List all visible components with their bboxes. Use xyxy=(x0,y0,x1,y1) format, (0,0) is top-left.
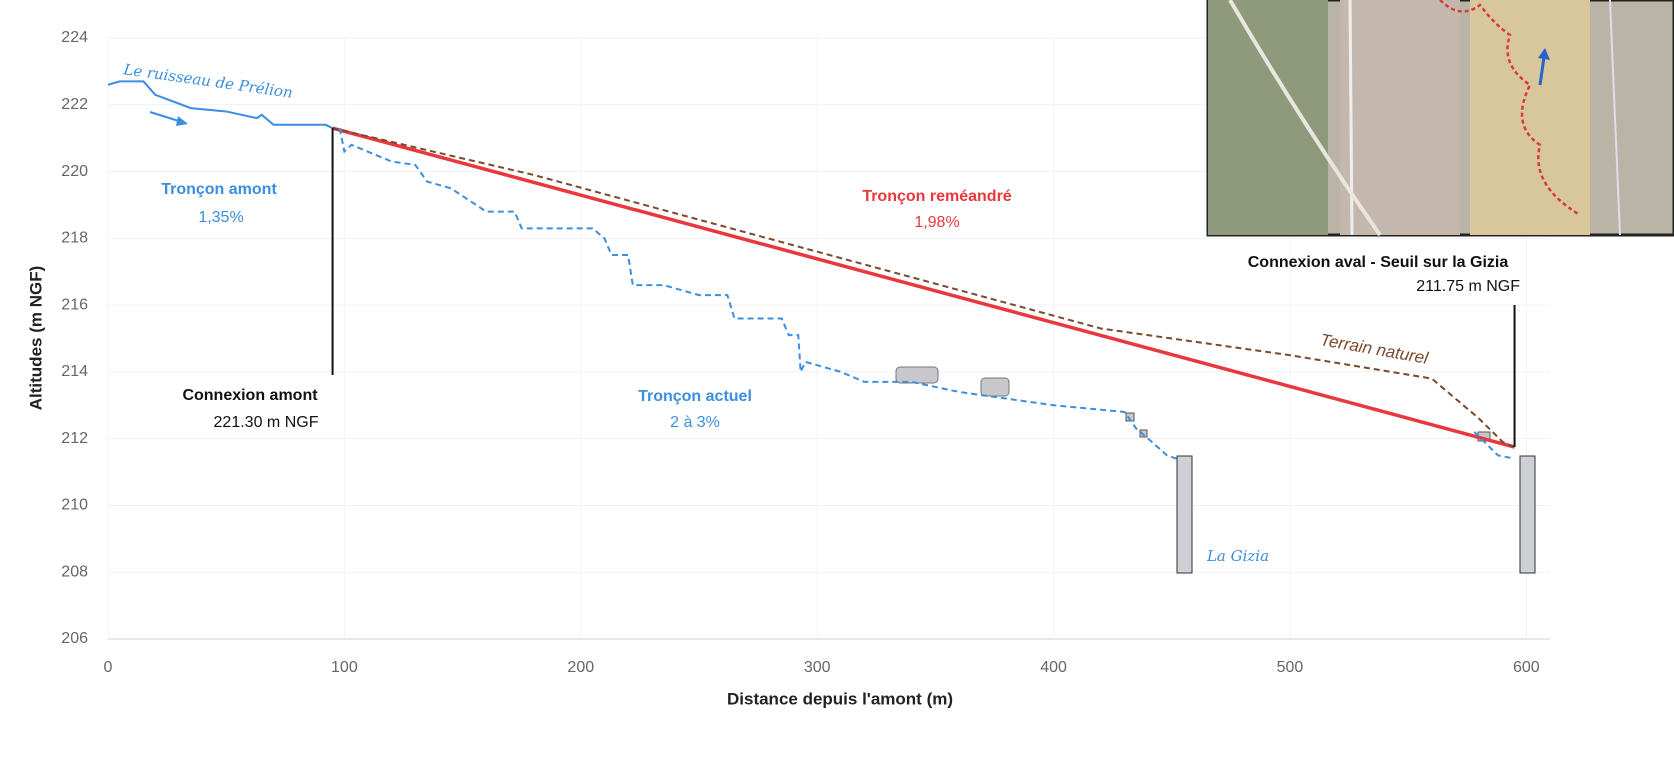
y-tick-label: 208 xyxy=(61,563,88,580)
annotation: 1,98% xyxy=(914,214,959,231)
grid xyxy=(107,37,1550,640)
x-tick-label: 100 xyxy=(331,659,358,676)
weir-wall xyxy=(1176,455,1193,574)
flow-arrow xyxy=(149,111,183,123)
annotation: La Gizia xyxy=(1206,547,1269,565)
x-tick-label: 0 xyxy=(104,659,113,676)
series-label: Le ruisseau de Prélion xyxy=(121,60,293,102)
y-tick-label: 210 xyxy=(61,497,88,514)
x-tick-label: 400 xyxy=(1040,659,1067,676)
x-tick-label: 200 xyxy=(567,659,594,676)
map-inset xyxy=(1206,0,1674,237)
y-tick-label: 224 xyxy=(61,29,88,46)
x-tick-label: 500 xyxy=(1277,659,1304,676)
y-tick-label: 222 xyxy=(61,96,88,113)
y-axis-title: Altitudes (m NGF) xyxy=(26,266,45,411)
series-line xyxy=(338,127,1515,460)
x-axis-title: Distance depuis l'amont (m) xyxy=(727,689,953,708)
culvert xyxy=(895,366,939,384)
annotation: 2 à 3% xyxy=(670,414,720,431)
annotation: 1,35% xyxy=(198,209,243,226)
y-tick-label: 214 xyxy=(61,363,88,380)
x-tick-label: 300 xyxy=(804,659,831,676)
y-tick-label: 220 xyxy=(61,163,88,180)
annotation: Tronçon amont xyxy=(161,181,277,198)
y-tick-label: 218 xyxy=(61,230,88,247)
y-tick-label: 216 xyxy=(61,296,88,313)
x-tick-label: 600 xyxy=(1513,659,1540,676)
annotation: 221.30 m NGF xyxy=(214,414,319,431)
series-line xyxy=(107,80,333,130)
annotation: 211.75 m NGF xyxy=(1416,278,1520,295)
annotation: Connexion aval - Seuil sur la Gizia xyxy=(1248,254,1509,271)
series-label: Tronçon reméandré xyxy=(862,188,1011,205)
annotation: Connexion amont xyxy=(182,387,318,404)
culvert xyxy=(980,377,1010,397)
y-tick-label: 212 xyxy=(61,430,88,447)
flow-arrow-head xyxy=(176,116,188,126)
y-tick-label: 206 xyxy=(61,630,88,647)
weir-wall xyxy=(1519,455,1536,574)
series-line xyxy=(332,126,1515,449)
series-line xyxy=(332,127,1515,448)
annotation: Tronçon actuel xyxy=(638,388,752,405)
